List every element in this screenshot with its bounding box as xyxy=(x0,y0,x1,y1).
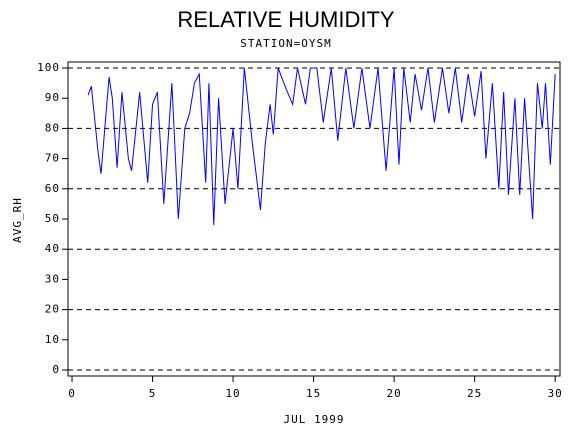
x-tick-label: 5 xyxy=(149,387,157,400)
y-axis-label: AVG_RH xyxy=(11,197,24,243)
x-tick-label: 10 xyxy=(225,387,240,400)
y-tick-label: 70 xyxy=(45,152,60,165)
y-tick-label: 80 xyxy=(45,121,60,134)
y-tick-label: 0 xyxy=(52,363,60,376)
plot-frame xyxy=(67,61,561,377)
y-tick-label: 10 xyxy=(45,333,60,346)
x-axis-label: JUL 1999 xyxy=(284,413,345,426)
x-tick-label: 20 xyxy=(386,387,401,400)
y-tick-label: 60 xyxy=(45,182,60,195)
y-tick-label: 40 xyxy=(45,242,60,255)
chart-subtitle: STATION=OYSM xyxy=(240,37,331,50)
data-line xyxy=(87,67,556,226)
x-tick-label: 30 xyxy=(548,387,563,400)
y-tick-label: 100 xyxy=(37,61,60,74)
y-tick-label: 20 xyxy=(45,303,60,316)
y-tick-label: 90 xyxy=(45,91,60,104)
x-tick-label: 25 xyxy=(467,387,482,400)
x-tick-label: 0 xyxy=(68,387,76,400)
x-tick-label: 15 xyxy=(306,387,321,400)
y-tick-label: 50 xyxy=(45,212,60,225)
chart-title: RELATIVE HUMIDITY xyxy=(177,7,395,32)
y-tick-label: 30 xyxy=(45,272,60,285)
